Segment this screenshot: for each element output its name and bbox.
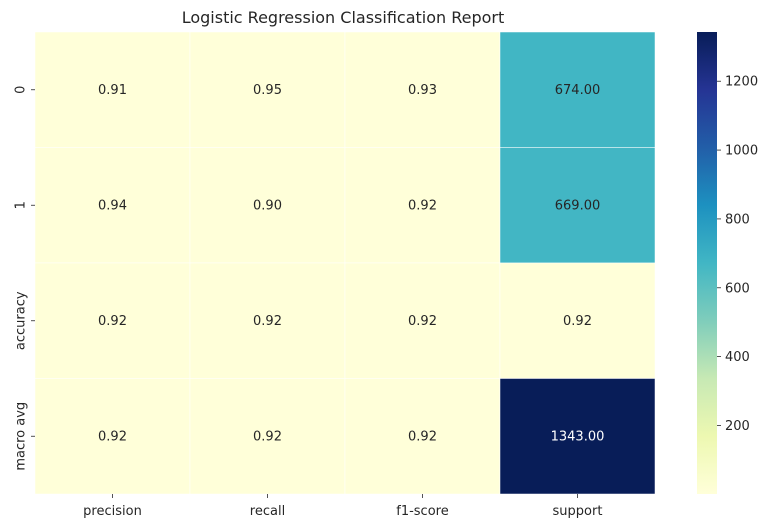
cell-value-label: 0.95	[253, 83, 282, 98]
heatmap-cell	[499, 31, 656, 148]
x-tick-label: precision	[83, 504, 142, 519]
x-tick-label: f1-score	[396, 504, 448, 519]
cell-value-label: 0.92	[98, 314, 127, 329]
heatmap-cell	[189, 31, 346, 148]
heatmap-cell	[34, 147, 191, 264]
heatmap-cell	[34, 378, 191, 495]
colorbar-tick-label: 200	[725, 419, 750, 434]
cell-value-label: 0.92	[98, 429, 127, 444]
cell-value-label: 0.92	[563, 314, 592, 329]
cell-value-label: 0.90	[253, 198, 282, 213]
heatmap-cell	[34, 31, 191, 148]
cell-value-label: 674.00	[555, 83, 601, 98]
heatmap-cell	[189, 378, 346, 495]
cell-value-label: 669.00	[555, 198, 601, 213]
x-tick-label: recall	[250, 504, 285, 519]
cell-value-label: 0.92	[408, 198, 437, 213]
heatmap-cell	[499, 378, 656, 495]
heatmap-cell	[344, 378, 501, 495]
y-tick-label: accuracy	[14, 291, 29, 350]
heatmap-cell	[499, 147, 656, 264]
y-tick-label: 0	[14, 86, 29, 94]
colorbar-tick-label: 400	[725, 350, 750, 365]
y-axis-ticks: 0 1 accuracy macro avg	[14, 86, 35, 471]
heatmap-cell	[344, 31, 501, 148]
colorbar-gradient	[697, 32, 717, 494]
heatmap-cell	[499, 262, 656, 379]
chart-title: Logistic Regression Classification Repor…	[182, 8, 505, 27]
heatmap-cell	[189, 147, 346, 264]
colorbar-tick-label: 1000	[725, 144, 758, 159]
cell-value-label: 0.92	[408, 314, 437, 329]
heatmap-cells: 0.91 0.95 0.93 674.00 0.94 0.90 0.92 669.00 0.92…	[34, 31, 656, 495]
y-tick-label: 1	[14, 201, 29, 209]
colorbar-tick-label: 1200	[725, 75, 758, 90]
x-axis-ticks: precision recall f1-score support	[83, 494, 602, 519]
colorbar-tick-label: 800	[725, 212, 750, 227]
cell-value-label: 0.94	[98, 198, 127, 213]
colorbar: 200 400 600 800 1000 1200	[697, 32, 758, 494]
cell-value-label: 1343.00	[551, 429, 605, 444]
heatmap-cell	[189, 262, 346, 379]
heatmap-cell	[344, 147, 501, 264]
cell-value-label: 0.92	[253, 429, 282, 444]
cell-value-label: 0.93	[408, 83, 437, 98]
colorbar-tick-label: 600	[725, 281, 750, 296]
cell-value-label: 0.91	[98, 83, 127, 98]
x-tick-label: support	[553, 504, 603, 519]
cell-value-label: 0.92	[408, 429, 437, 444]
y-tick-label: macro avg	[14, 402, 29, 471]
cell-value-label: 0.92	[253, 314, 282, 329]
